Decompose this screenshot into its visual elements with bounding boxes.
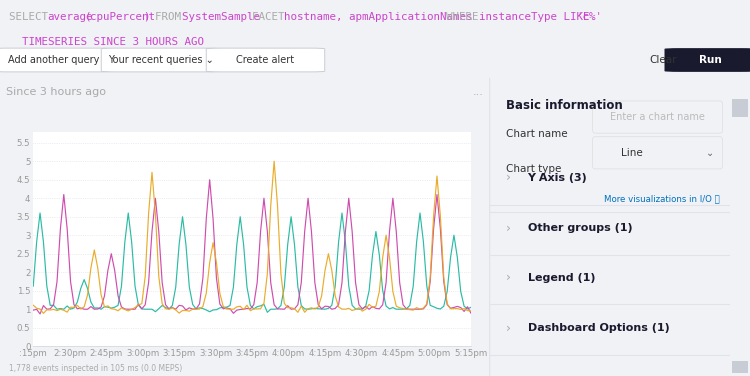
FancyBboxPatch shape: [206, 48, 325, 72]
FancyBboxPatch shape: [101, 48, 220, 72]
Bar: [732, 361, 748, 373]
Text: Enter a chart name: Enter a chart name: [610, 112, 705, 122]
Text: Run: Run: [699, 55, 721, 65]
Text: ⌄: ⌄: [706, 148, 715, 158]
Text: 'c%': 'c%': [576, 12, 602, 22]
Text: WHERE: WHERE: [446, 12, 485, 22]
Text: FROM: FROM: [154, 12, 188, 22]
FancyBboxPatch shape: [664, 48, 750, 72]
Text: Dashboard Options (1): Dashboard Options (1): [527, 323, 669, 333]
Text: ›: ›: [506, 271, 511, 284]
Text: Y Axis (3): Y Axis (3): [527, 173, 587, 183]
FancyBboxPatch shape: [592, 101, 722, 133]
Text: instanceType LIKE: instanceType LIKE: [478, 12, 596, 22]
Text: hostname, apmApplicationNames: hostname, apmApplicationNames: [284, 12, 479, 22]
Text: (: (: [85, 12, 91, 22]
Text: ): ): [144, 12, 157, 22]
Text: 1,778 events inspected in 105 ms (0.0 MEPS): 1,778 events inspected in 105 ms (0.0 ME…: [9, 364, 182, 373]
Text: Create alert: Create alert: [236, 55, 295, 65]
Text: FACET: FACET: [252, 12, 291, 22]
Text: ›: ›: [506, 171, 511, 184]
Text: Add another query: Add another query: [8, 55, 99, 65]
Text: Chart name: Chart name: [506, 129, 568, 139]
Text: Legend (1): Legend (1): [527, 273, 595, 283]
FancyBboxPatch shape: [592, 137, 722, 169]
Text: cpuPercent: cpuPercent: [90, 12, 155, 22]
Text: Basic information: Basic information: [506, 99, 622, 112]
Text: ›: ›: [506, 222, 511, 235]
Text: average: average: [46, 12, 92, 22]
Text: More visualizations in I/O ⧉: More visualizations in I/O ⧉: [604, 194, 720, 203]
Text: SystemSample: SystemSample: [182, 12, 266, 22]
Text: SELECT: SELECT: [9, 12, 55, 22]
Bar: [732, 99, 748, 117]
Text: TIMESERIES SINCE 3 HOURS AGO: TIMESERIES SINCE 3 HOURS AGO: [9, 37, 204, 47]
Text: Your recent queries ⌄: Your recent queries ⌄: [108, 55, 213, 65]
Text: Since 3 hours ago: Since 3 hours ago: [6, 87, 106, 97]
Text: Clear: Clear: [650, 55, 676, 65]
Text: Line: Line: [622, 148, 644, 158]
Text: Other groups (1): Other groups (1): [527, 223, 632, 233]
FancyBboxPatch shape: [0, 48, 112, 72]
Text: ›: ›: [506, 322, 511, 335]
Text: ...: ...: [472, 87, 483, 97]
Text: Chart type: Chart type: [506, 164, 561, 174]
